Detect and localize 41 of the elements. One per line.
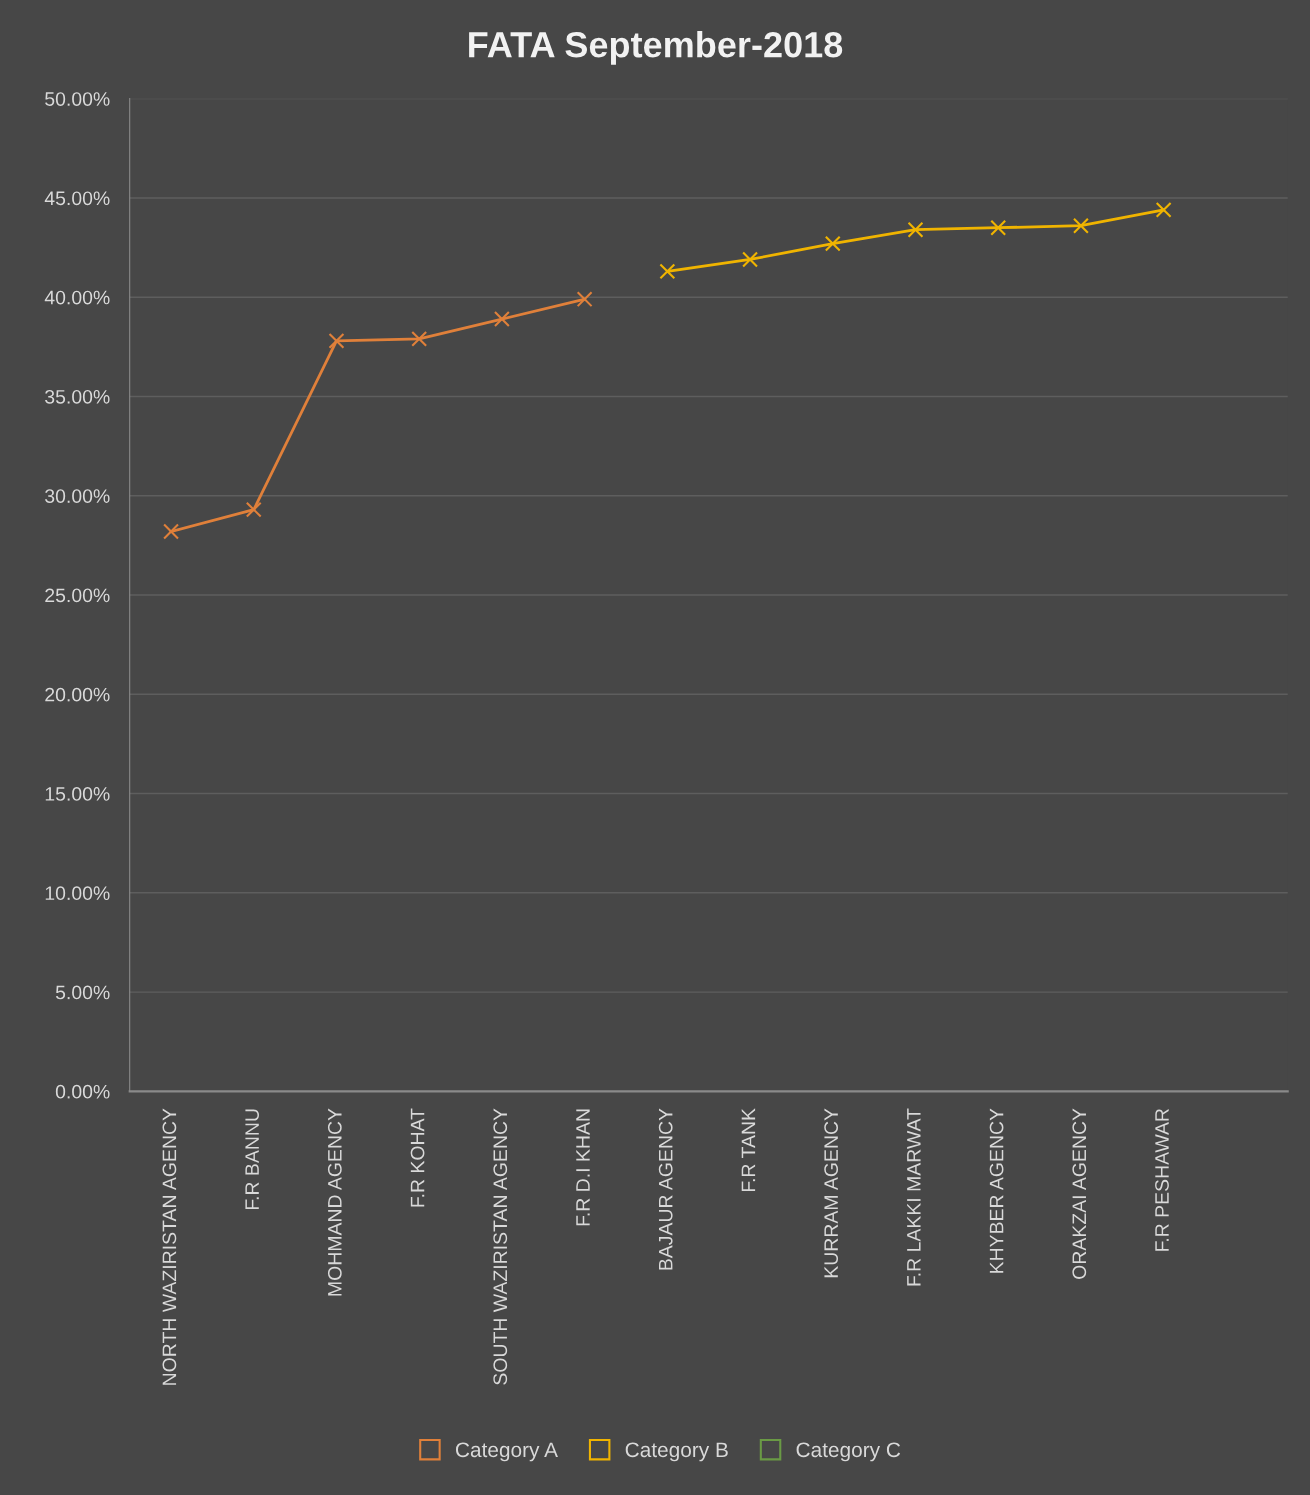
x-tick-label: KURRAM AGENCY — [824, 1108, 839, 1278]
legend-label: Category A — [455, 1442, 558, 1462]
point — [493, 311, 510, 328]
point — [742, 251, 759, 268]
y-tick-label: 5.00% — [55, 985, 110, 1000]
x-tick-label: F.R LAKKI MARWAT — [907, 1108, 921, 1286]
y-tick-label: 10.00% — [45, 886, 110, 901]
y-tick-label: 40.00% — [44, 290, 110, 305]
x-tick-label: F.R TANK — [741, 1108, 756, 1192]
point — [990, 219, 1007, 236]
point — [1072, 217, 1089, 234]
point — [824, 235, 841, 252]
x-tick-label: MOHMAND AGENCY — [327, 1108, 342, 1296]
y-tick-label: 50.00% — [45, 92, 110, 106]
point — [328, 332, 345, 349]
legend-label: Category C — [796, 1442, 901, 1462]
y-tick-label: 35.00% — [45, 389, 110, 404]
point — [1155, 201, 1172, 218]
point — [907, 221, 924, 238]
point — [411, 330, 428, 347]
y-tick-label: 25.00% — [45, 588, 110, 603]
x-tick-label: BAJAUR AGENCY — [658, 1108, 673, 1270]
y-tick-label: 30.00% — [45, 489, 110, 503]
y-tick-label: 45.00% — [44, 191, 110, 206]
legend-label: Category B — [625, 1442, 728, 1462]
y-tick-label: 20.00% — [45, 687, 110, 702]
chart-title: FATA September-2018 — [469, 31, 843, 65]
y-tick-label: 15.00% — [45, 787, 110, 801]
x-tick-label: SOUTH WAZIRISTAN AGENCY — [493, 1108, 508, 1385]
x-tick-label: NORTH WAZIRISTAN AGENCY — [162, 1108, 177, 1385]
point — [245, 501, 262, 518]
x-tick-label: F.R BANNU — [245, 1109, 259, 1210]
x-tick-label: KHYBER AGENCY — [989, 1108, 1004, 1273]
x-tick-label: ORAKZAI AGENCY — [1072, 1108, 1087, 1279]
x-tick-label: F.R D.I KHAN — [576, 1109, 590, 1226]
point — [576, 291, 593, 308]
point — [659, 263, 676, 280]
point — [163, 523, 180, 540]
x-tick-label: F.R KOHAT — [410, 1108, 425, 1207]
x-tick-label: F.R PESHAWAR — [1155, 1108, 1169, 1251]
y-tick-label: 0.00% — [55, 1084, 110, 1099]
